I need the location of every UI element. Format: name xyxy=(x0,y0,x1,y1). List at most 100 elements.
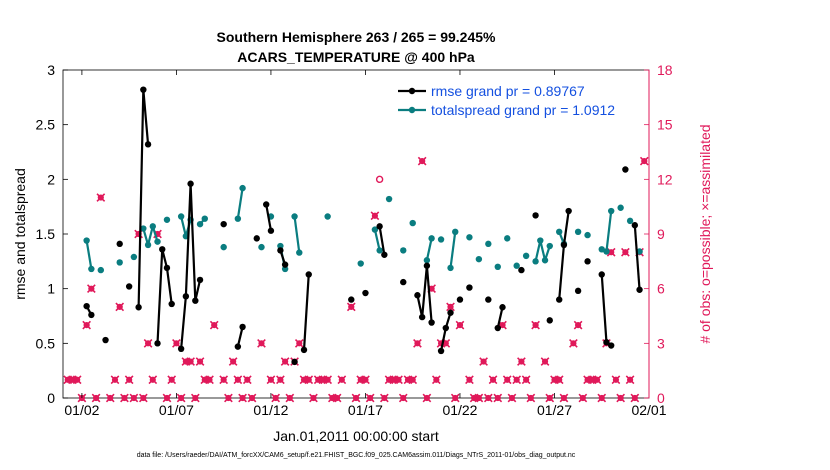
spread-line xyxy=(373,229,381,251)
obs-assimilated-cross xyxy=(176,393,186,403)
obs-assimilated-cross xyxy=(417,156,427,166)
obs-assimilated-cross xyxy=(465,375,474,385)
rmse-point xyxy=(466,284,473,291)
spread-point xyxy=(607,207,615,215)
obs-assimilated-cross xyxy=(521,375,531,385)
obs-assimilated-cross xyxy=(455,320,465,330)
obs-assimilated-cross xyxy=(82,320,91,330)
obs-assimilated-cross xyxy=(72,375,82,385)
obs-assimilated-cross xyxy=(242,375,252,385)
rmse-point xyxy=(598,271,605,278)
spread-point xyxy=(447,264,454,272)
spread-point xyxy=(281,265,289,273)
obs-assimilated-cross xyxy=(630,393,640,403)
rmse-point xyxy=(281,261,289,268)
rmse-point xyxy=(239,323,246,331)
spread-point xyxy=(423,257,431,264)
obs-assimilated-cross xyxy=(228,357,238,366)
spread-point xyxy=(541,257,549,264)
rmse-point xyxy=(116,240,123,248)
obs-assimilated-cross xyxy=(86,284,96,294)
spread-line xyxy=(85,240,93,270)
spread-point xyxy=(258,243,265,251)
obs-assimilated-cross xyxy=(483,393,493,403)
spread-point xyxy=(385,195,393,203)
rmse-point xyxy=(376,223,383,230)
obs-assimilated-cross xyxy=(540,357,550,366)
obs-assimilated-cross xyxy=(280,357,290,366)
spread-line xyxy=(534,239,551,262)
obs-assimilated-cross xyxy=(578,393,588,403)
spread-point xyxy=(617,204,624,211)
obs-assimilated-cross xyxy=(351,393,361,403)
spread-point xyxy=(140,225,147,232)
rmse-point xyxy=(168,300,175,308)
spread-point xyxy=(475,255,483,263)
rmse-line xyxy=(236,326,244,347)
rmse-point xyxy=(400,278,407,286)
rmse-point xyxy=(187,180,194,187)
obs-assimilated-cross xyxy=(332,393,342,403)
spread-point xyxy=(574,228,582,236)
obs-assimilated-cross xyxy=(361,375,370,385)
rmse-point xyxy=(423,262,431,269)
obs-assimilated-cross xyxy=(346,302,356,312)
obs-assimilated-cross xyxy=(219,375,229,385)
obs-assimilated-cross xyxy=(507,393,517,403)
rmse-point xyxy=(305,271,312,278)
spread-line xyxy=(425,238,433,261)
obs-assimilated-cross xyxy=(413,338,422,348)
y-tick-label: 3 xyxy=(47,62,55,78)
spread-point xyxy=(144,241,152,249)
obs-assimilated-cross xyxy=(209,320,219,330)
obs-assimilated-cross xyxy=(105,393,115,403)
obs-assimilated-cross xyxy=(309,393,318,403)
obs-assimilated-cross xyxy=(124,375,134,385)
obs-assimilated-cross xyxy=(276,375,285,385)
rmse-point xyxy=(234,343,242,350)
rmse-point xyxy=(154,340,161,347)
obs-assimilated-cross xyxy=(611,375,621,385)
rmse-point xyxy=(499,304,506,311)
rmse-point xyxy=(159,246,166,253)
obs-assimilated-cross xyxy=(148,375,158,385)
obs-assimilated-cross xyxy=(266,375,276,385)
obs-assimilated-cross xyxy=(625,375,635,385)
spread-point xyxy=(97,266,105,274)
spread-point xyxy=(296,249,303,256)
obs-assimilated-cross xyxy=(190,393,200,403)
rmse-point xyxy=(584,258,591,265)
rmse-point xyxy=(565,207,572,215)
rmse-point xyxy=(532,212,539,219)
obs-assimilated-cross xyxy=(271,393,281,403)
rmse-point xyxy=(574,287,582,295)
y-axis-right-label: # of obs: o=possible; ×=assimilated xyxy=(697,124,713,343)
rmse-point xyxy=(418,313,426,321)
spread-point xyxy=(452,228,459,236)
rmse-point xyxy=(83,302,90,310)
rmse-line xyxy=(156,248,173,344)
obs-assimilated-cross xyxy=(304,375,314,385)
spread-point xyxy=(485,240,492,248)
legend-spread-marker xyxy=(408,106,416,114)
legend: rmse grand pr = 0.89767 totalspread gran… xyxy=(392,78,644,121)
obs-assimilated-cross xyxy=(597,393,607,403)
obs-assimilated-cross xyxy=(398,393,408,403)
spread-point xyxy=(234,215,242,222)
rmse-point xyxy=(125,283,133,290)
rmse-point xyxy=(428,319,435,326)
spread-point xyxy=(291,213,298,220)
obs-assimilated-cross xyxy=(323,375,333,385)
rmse-line xyxy=(378,226,386,255)
x-axis-label: Jan.01,2011 00:00:00 start xyxy=(273,428,439,444)
rmse-point xyxy=(263,201,270,208)
spread-point xyxy=(324,213,331,220)
obs-assimilated-cross xyxy=(639,156,649,166)
rmse-point xyxy=(518,266,525,274)
rmse-point xyxy=(494,324,501,332)
rmse-point xyxy=(102,336,109,344)
legend-rmse-label: rmse grand pr = 0.89767 xyxy=(431,83,585,99)
x-tick-label: 02/01 xyxy=(631,402,666,418)
obs-assimilated-cross xyxy=(115,302,125,312)
rmse-line xyxy=(416,264,433,323)
